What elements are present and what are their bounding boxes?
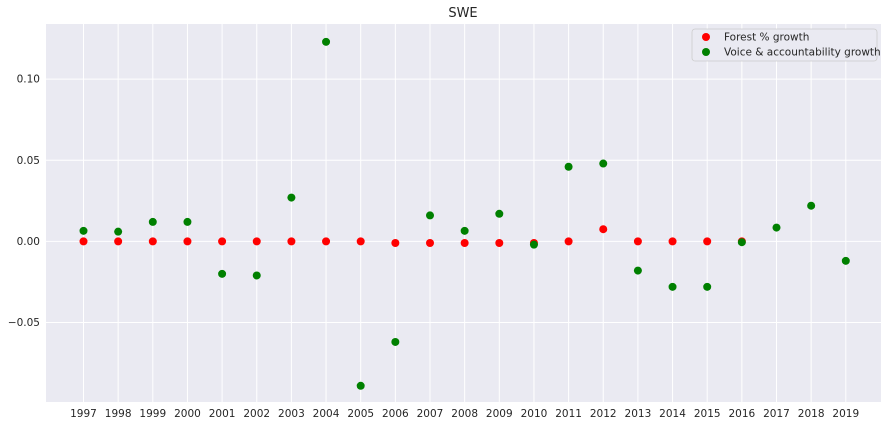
x-tick-label: 2017 [763, 408, 790, 420]
legend-marker-voice-accountability [702, 48, 710, 56]
data-point [252, 237, 261, 246]
x-tick-label: 2014 [659, 408, 686, 420]
data-point [599, 159, 608, 168]
x-tick-label: 1999 [139, 408, 166, 420]
x-tick-label: 2006 [382, 408, 409, 420]
x-tick-label: 2004 [313, 408, 340, 420]
y-tick-label: 0.00 [17, 236, 40, 248]
data-point [391, 239, 400, 248]
data-point [148, 217, 157, 226]
data-point [252, 271, 261, 280]
data-point [218, 269, 227, 278]
y-tick-label: −0.05 [8, 317, 40, 329]
data-points [79, 37, 850, 390]
y-tick-label: 0.05 [17, 155, 40, 167]
data-point [737, 238, 746, 247]
y-tick-label: 0.10 [17, 74, 40, 86]
x-tick-label: 2009 [486, 408, 513, 420]
data-point [114, 237, 123, 246]
x-tick-label: 2011 [555, 408, 582, 420]
data-point [356, 237, 365, 246]
legend-marker-forest [702, 33, 710, 41]
data-point [633, 237, 642, 246]
series-1 [79, 37, 850, 390]
x-tick-label: 2013 [625, 408, 652, 420]
data-point [495, 239, 504, 248]
x-axis-tick-labels: 1997 1998 1999 2000 2001 2002 2003 2004 2005 2006… [70, 408, 859, 420]
data-point [79, 237, 88, 246]
data-point [841, 256, 850, 265]
data-point [183, 237, 192, 246]
legend: Forest % growth Voice & accountability g… [691, 28, 881, 62]
x-tick-label: 2005 [347, 408, 374, 420]
data-point [564, 237, 573, 246]
legend-label-voice-accountability: Voice & accountability growth [724, 47, 881, 59]
x-tick-label: 2019 [832, 408, 859, 420]
data-point [79, 226, 88, 235]
data-point [599, 225, 608, 234]
data-point [426, 211, 434, 220]
data-point [633, 266, 642, 275]
data-point [668, 282, 677, 291]
x-tick-label: 2002 [243, 408, 270, 420]
x-tick-label: 2015 [694, 408, 721, 420]
data-point [322, 37, 331, 46]
legend-label-forest: Forest % growth [724, 32, 809, 44]
data-point [460, 226, 469, 235]
x-tick-label: 2012 [590, 408, 617, 420]
x-tick-label: 2016 [728, 408, 755, 420]
data-point [668, 237, 677, 246]
data-point [183, 217, 192, 226]
data-point [495, 209, 504, 218]
data-point [114, 227, 123, 236]
data-point [426, 239, 434, 248]
data-point [322, 237, 331, 246]
x-tick-label: 2000 [174, 408, 201, 420]
data-point [703, 282, 712, 291]
legend-box [691, 28, 878, 62]
data-point [218, 237, 227, 246]
data-point [391, 337, 400, 346]
data-point [356, 381, 365, 390]
x-tick-label: 2007 [417, 408, 444, 420]
plot-area [46, 24, 881, 402]
x-tick-label: 1998 [105, 408, 132, 420]
data-point [703, 237, 712, 246]
x-tick-label: 2001 [209, 408, 236, 420]
data-point [564, 162, 573, 171]
y-axis-tick-labels: −0.05 0.00 0.05 0.10 [8, 74, 40, 329]
data-point [148, 237, 157, 246]
x-tick-label: 2018 [798, 408, 825, 420]
x-tick-label: 2010 [521, 408, 548, 420]
chart-title: SWE [448, 6, 477, 21]
data-point [807, 201, 816, 210]
x-tick-label: 2008 [451, 408, 478, 420]
x-tick-label: 1997 [70, 408, 97, 420]
x-tick-label: 2003 [278, 408, 305, 420]
data-point [460, 239, 469, 248]
data-point [772, 223, 781, 232]
data-point [529, 240, 538, 249]
data-point [287, 237, 296, 246]
data-point [287, 193, 296, 202]
